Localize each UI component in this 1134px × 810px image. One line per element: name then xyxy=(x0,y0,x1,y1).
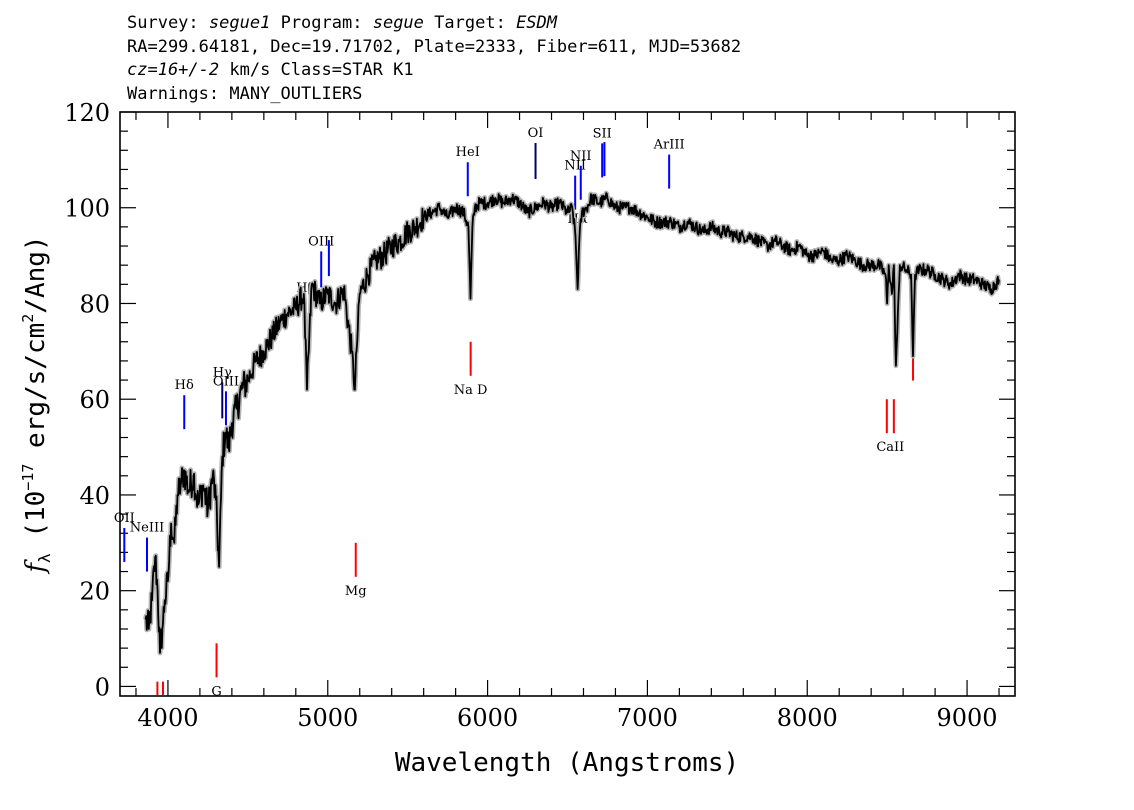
emission-line-label: ArIII xyxy=(653,138,685,153)
header-line-2: RA=299.64181, Dec=19.71702, Plate=2333, … xyxy=(127,36,742,57)
emission-line-label: OIII xyxy=(213,374,239,389)
x-tick-label: 6000 xyxy=(457,704,518,732)
emission-line-label: NeIII xyxy=(130,521,164,536)
x-tick-label: 4000 xyxy=(137,704,198,732)
emission-line-label: OII xyxy=(114,511,135,526)
target-label: Target: xyxy=(434,13,506,33)
header-line-3: cz=16+/-2 km/s Class=STAR K1 xyxy=(127,59,741,83)
absorption-line-label: Mg xyxy=(345,584,367,599)
plot-frame xyxy=(119,111,1016,697)
cz-value: cz=16+/-2 xyxy=(127,60,220,80)
y-tick-label: 80 xyxy=(79,290,110,318)
x-tick-label: 8000 xyxy=(777,704,838,732)
absorption-line-label: G xyxy=(211,684,221,699)
emission-line-label: Hδ xyxy=(175,378,194,393)
emission-line-label: OI xyxy=(528,126,544,141)
cz-rest: km/s Class=STAR K1 xyxy=(229,60,414,80)
x-axis-title: Wavelength (Angstroms) xyxy=(395,748,739,778)
flux-line xyxy=(144,192,1000,654)
header-line-1: Survey: segue1 Program: segue Target: ES… xyxy=(127,12,741,36)
y-tick-label: 100 xyxy=(64,195,110,223)
survey-label: Survey: xyxy=(127,13,199,33)
emission-line-label: Hγ xyxy=(213,365,232,380)
y-tick-label: 120 xyxy=(64,99,110,127)
axis-ticks xyxy=(120,111,1015,696)
x-tick-label: 9000 xyxy=(937,704,998,732)
absorption-line-label: Na D xyxy=(454,383,488,398)
absorption-line-label: CaII xyxy=(876,440,904,455)
y-tick-label: 0 xyxy=(95,673,110,701)
emission-line-label: HeI xyxy=(456,145,480,160)
header-warnings: Warnings: MANY_OUTLIERS xyxy=(127,83,363,104)
program-value: segue xyxy=(372,13,424,33)
spectrum-data xyxy=(143,190,1002,656)
y-tick-label: 20 xyxy=(79,578,110,606)
spectrum-header: Survey: segue1 Program: segue Target: ES… xyxy=(127,12,741,106)
tick-labels: 4000 5000 6000 7000 8000 9000 0 20 40 60 80 100 120 xyxy=(64,99,997,732)
target-value: ESDM xyxy=(516,13,558,33)
emission-line-label: SII xyxy=(593,126,612,141)
x-tick-label: 5000 xyxy=(297,704,358,732)
y-tick-label: 40 xyxy=(79,482,110,510)
program-label: Program: xyxy=(280,13,363,33)
y-tick-label: 60 xyxy=(79,386,110,414)
y-axis-title: fλ (10−17 erg/s/cm2/Ang) xyxy=(19,235,54,574)
x-tick-label: 7000 xyxy=(617,704,678,732)
survey-value: segue1 xyxy=(208,13,271,33)
emission-line-label: NII xyxy=(570,149,592,164)
emission-line-label: OIII xyxy=(308,234,334,249)
